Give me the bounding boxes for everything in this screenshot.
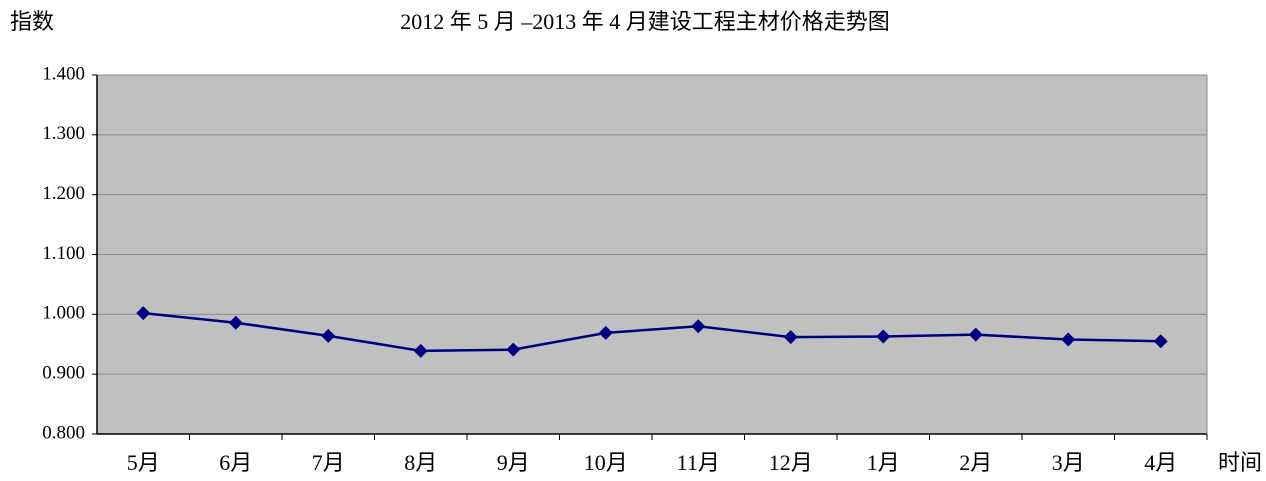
x-tick-label: 2月 [959,450,992,475]
y-tick-label: 1.200 [42,183,85,204]
y-tick-label: 1.300 [42,123,85,144]
y-tick-label: 1.400 [42,63,85,84]
data-point [321,328,336,343]
y-tick-label: 1.000 [42,303,85,324]
chart-title: 2012 年 5 月 –2013 年 4 月建设工程主材价格走势图 [400,9,890,34]
data-point [598,325,613,340]
x-tick-label: 3月 [1052,450,1085,475]
data-point [228,315,243,330]
x-tick-label: 4月 [1144,450,1177,475]
x-tick-label: 1月 [867,450,900,475]
x-tick-label: 10月 [584,450,628,475]
data-point [968,327,983,342]
y-tick-label: 0.900 [42,363,85,384]
x-tick-label: 7月 [312,450,345,475]
y-axis-label: 指数 [10,9,54,34]
series-line [143,311,1161,353]
x-tick-label: 12月 [769,450,813,475]
x-tick-label: 5月 [127,450,160,475]
x-tick-label: 8月 [404,450,437,475]
x-axis-label: 时间 [1218,450,1262,475]
y-tick-label: 0.800 [42,422,85,443]
data-point [413,343,428,358]
x-tick-label: 6月 [219,450,252,475]
data-point [136,306,151,321]
y-tick-label: 1.100 [42,243,85,264]
data-point [783,330,798,345]
data-point [506,342,521,357]
data-point [1061,332,1076,347]
x-tick-label: 9月 [497,450,530,475]
data-point [876,329,891,344]
data-point [1153,334,1168,349]
x-tick-label: 11月 [677,450,720,475]
data-point [691,319,706,334]
